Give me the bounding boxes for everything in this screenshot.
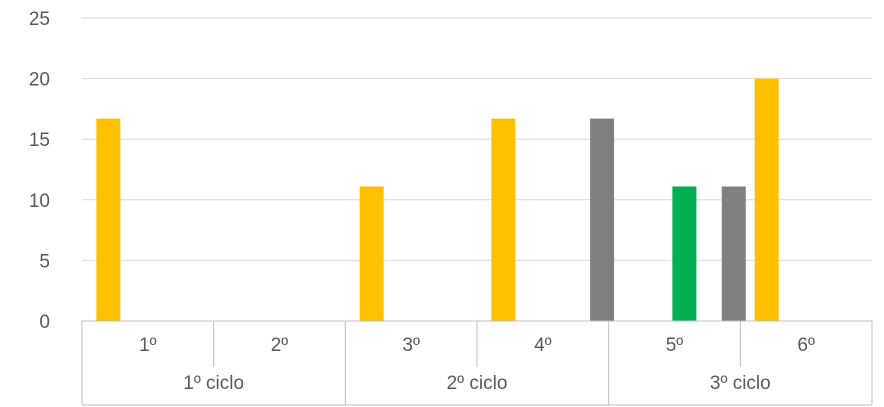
x-category-label: 1º — [139, 335, 157, 356]
x-axis: 1º 2º 1º ciclo 3º 4º 2º ciclo 5º 6º 3º ciclo — [81, 320, 873, 406]
y-tick-label: 0 — [39, 312, 50, 333]
gridlines — [82, 17, 872, 261]
bar — [96, 118, 121, 321]
bar — [672, 186, 697, 321]
bars — [96, 78, 779, 321]
y-tick-label: 10 — [29, 191, 50, 212]
x-category-label: 2º — [271, 335, 289, 356]
bar — [721, 186, 746, 321]
bar — [491, 118, 516, 321]
bar — [359, 186, 384, 321]
y-axis-tick-labels: 0 5 10 15 20 25 — [29, 9, 50, 333]
x-category-label: 5º — [666, 335, 684, 356]
x-group-label: 3º ciclo — [710, 373, 771, 394]
y-tick-label: 20 — [29, 70, 50, 91]
bar — [590, 118, 615, 321]
x-category-label: 4º — [534, 335, 552, 356]
y-tick-label: 15 — [29, 130, 50, 151]
x-category-label: 6º — [797, 335, 815, 356]
y-tick-label: 5 — [39, 251, 50, 272]
x-group-label: 1º ciclo — [183, 373, 244, 394]
x-group-label: 2º ciclo — [447, 373, 508, 394]
x-category-label: 3º — [402, 335, 420, 356]
bar — [754, 78, 779, 321]
y-tick-label: 25 — [29, 9, 50, 30]
